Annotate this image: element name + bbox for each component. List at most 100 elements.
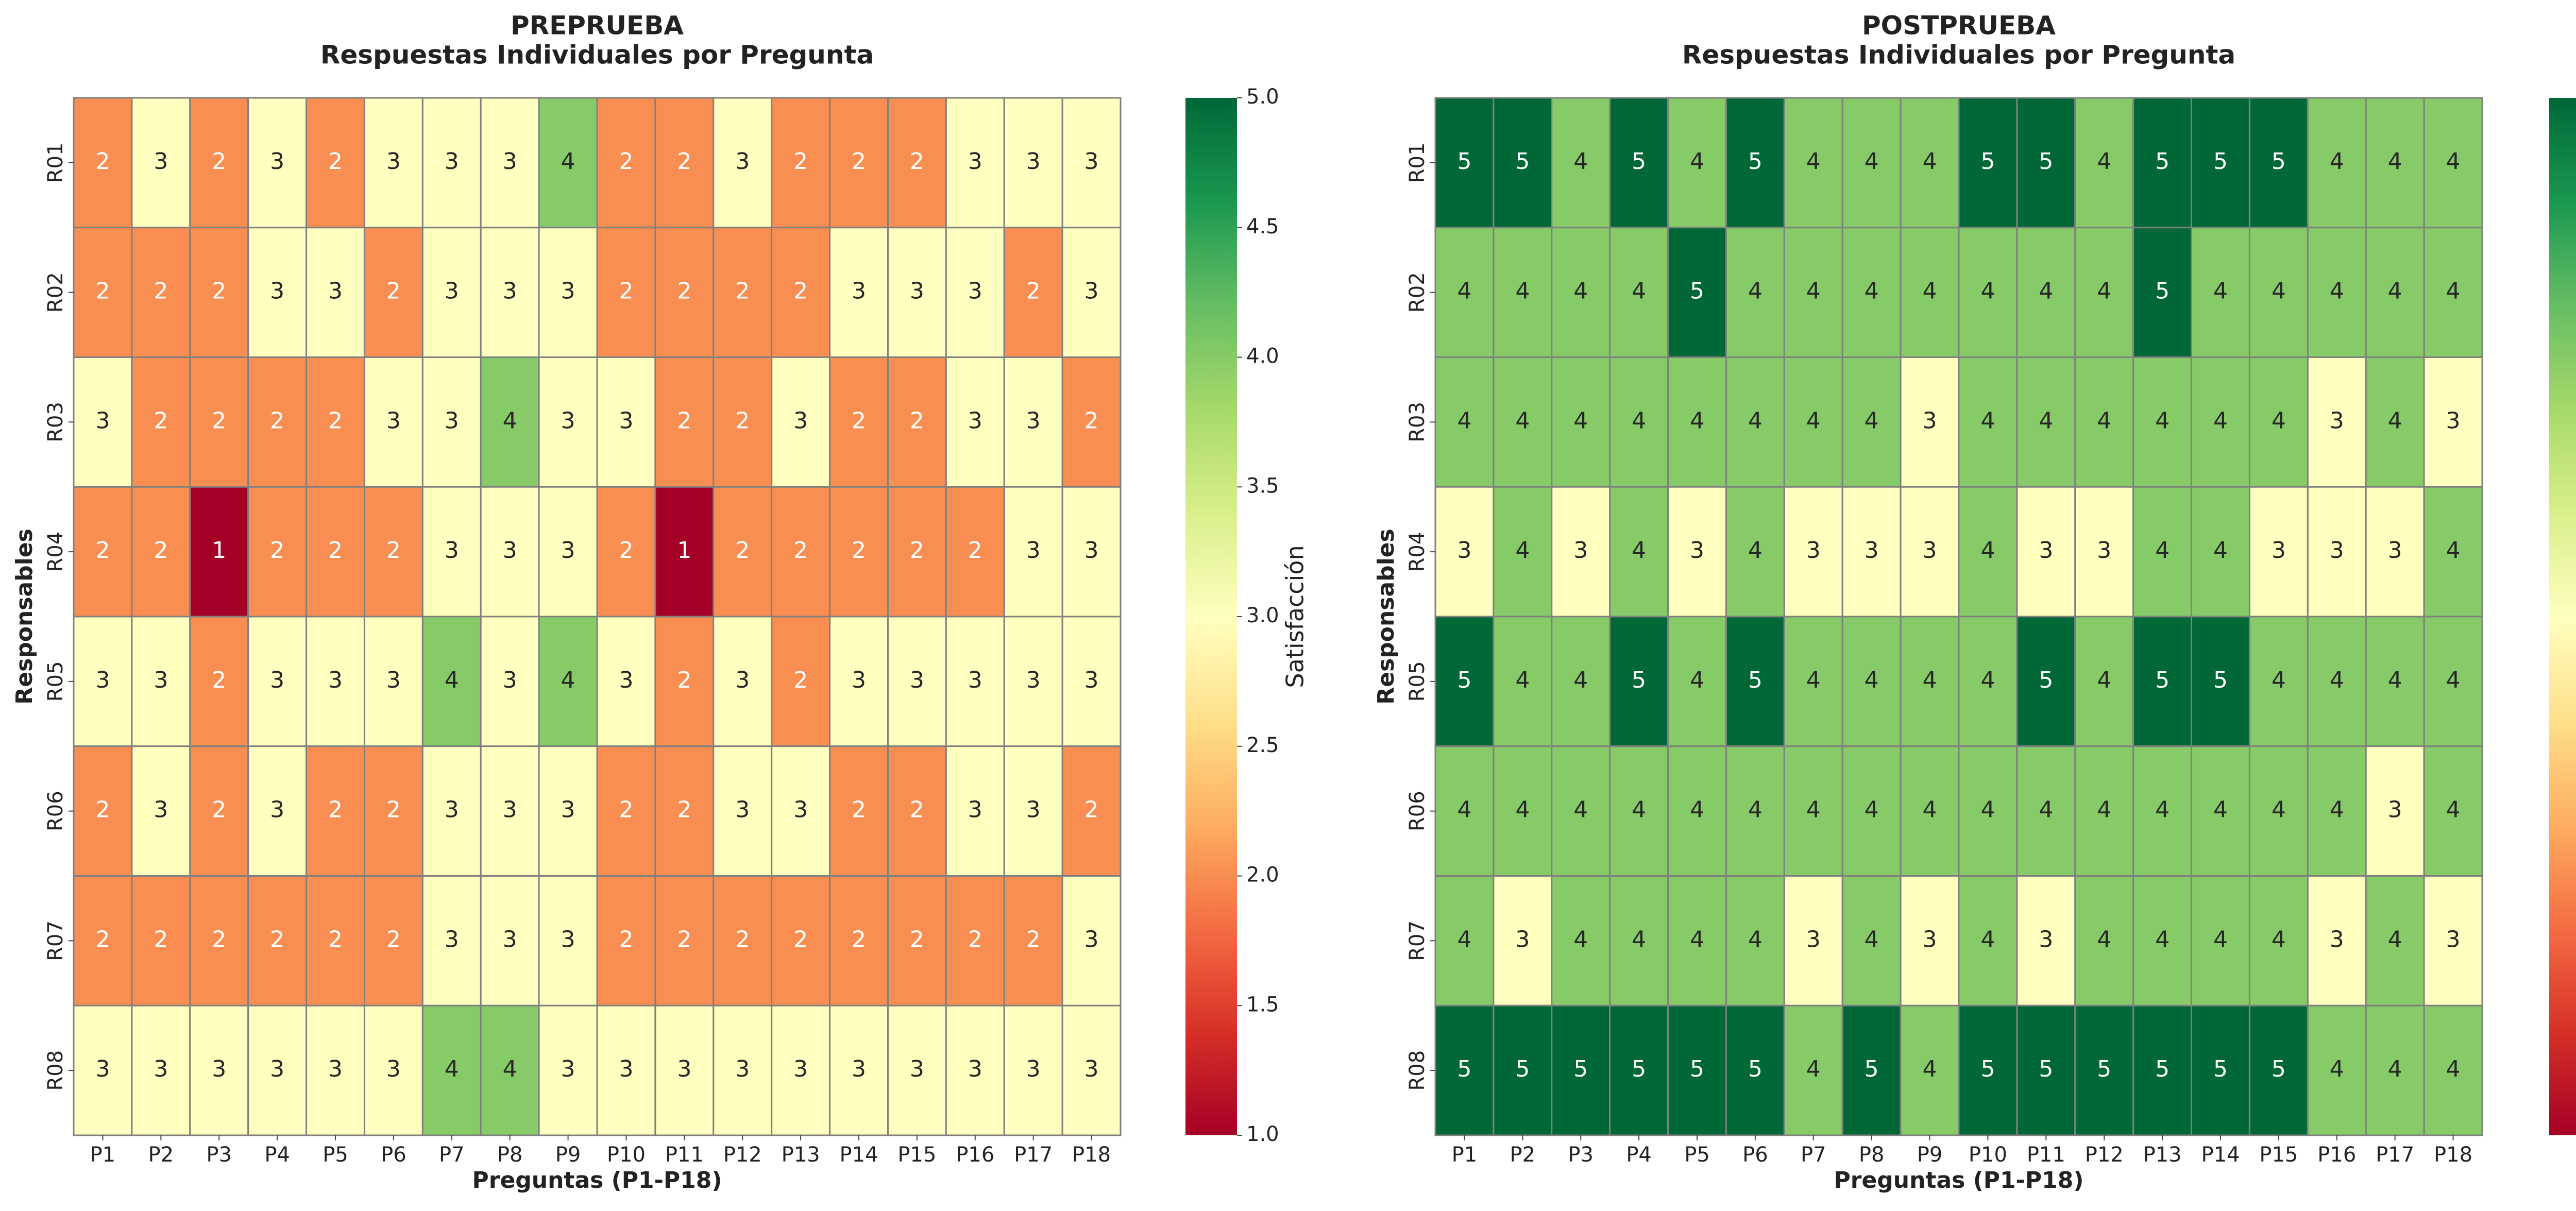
heatmap-cell <box>1783 356 1843 488</box>
cell-label: 3 <box>619 667 633 693</box>
y-tick-label: R04 <box>44 532 67 572</box>
heatmap-cell <box>829 356 889 488</box>
cell-label: 3 <box>619 407 633 434</box>
heatmap-cell <box>538 356 598 488</box>
cell-label: 4 <box>2155 926 2170 952</box>
cell-label: 5 <box>1632 148 1646 175</box>
heatmap-cell <box>1493 745 1553 877</box>
cell-label: 2 <box>154 537 168 564</box>
cell-label: 4 <box>1632 926 1646 952</box>
heatmap-cell <box>829 875 889 1007</box>
heatmap-cell <box>2248 97 2309 229</box>
cell-label: 2 <box>910 926 924 952</box>
y-tick-label: R05 <box>44 661 67 702</box>
heatmap-cell <box>2191 875 2250 1007</box>
cell-label: 4 <box>1806 667 1821 693</box>
heatmap-cell <box>887 97 947 229</box>
cell-label: 3 <box>95 667 110 693</box>
cell-label: 3 <box>95 1056 110 1082</box>
cell-label: 2 <box>619 926 633 952</box>
heatmap-cell <box>421 227 482 358</box>
heatmap-cell <box>480 875 540 1007</box>
heatmap-cell <box>306 356 365 488</box>
cell-label: 3 <box>561 926 575 952</box>
cell-label: 3 <box>1865 537 1879 564</box>
cell-label: 3 <box>968 797 982 823</box>
x-tick-label: P16 <box>2317 1143 2356 1167</box>
cell-label: 3 <box>561 278 575 304</box>
heatmap-cell <box>1841 356 1902 488</box>
heatmap-cell <box>1061 227 1122 358</box>
cell-label: 4 <box>2272 926 2286 952</box>
heatmap-cell <box>1003 97 1063 229</box>
heatmap-cell <box>1493 1004 1553 1136</box>
colorbar-tick-label: 3.5 <box>1246 474 1279 498</box>
cell-label: 2 <box>852 407 866 434</box>
x-tick-label: P5 <box>1684 1143 1710 1167</box>
cell-label: 4 <box>2330 667 2344 693</box>
heatmap-cell <box>421 875 482 1007</box>
cell-label: 3 <box>212 1056 226 1082</box>
heatmap-cell <box>247 616 308 747</box>
heatmap-cell <box>1900 616 1960 747</box>
heatmap-cell <box>1667 1004 1727 1136</box>
x-tick-label: P3 <box>206 1143 232 1167</box>
heatmap-cell <box>189 875 249 1007</box>
colorbar-tick-label: 2.5 <box>1246 734 1279 757</box>
cell-label: 4 <box>1865 278 1879 304</box>
cell-label: 3 <box>95 407 110 434</box>
colorbar <box>1185 98 1237 1135</box>
heatmap-cell <box>1783 875 1843 1007</box>
x-tick-label: P2 <box>1510 1143 1536 1167</box>
heatmap-cell <box>1725 97 1785 229</box>
cell-label: 4 <box>2446 537 2461 564</box>
cell-label: 3 <box>270 667 284 693</box>
cell-label: 3 <box>561 537 575 564</box>
cell-label: 3 <box>503 537 517 564</box>
cell-label: 2 <box>677 148 691 175</box>
heatmap-cell <box>2016 875 2076 1007</box>
cell-label: 2 <box>212 926 226 952</box>
cell-label: 4 <box>1573 926 1588 952</box>
heatmap-cell <box>829 486 889 618</box>
cell-label: 2 <box>154 926 168 952</box>
y-tick-label: R06 <box>1405 791 1429 831</box>
heatmap-cell <box>1434 875 1495 1007</box>
cell-label: 3 <box>1084 278 1099 304</box>
heatmap-cell <box>1725 486 1785 618</box>
x-tick-label: P6 <box>381 1143 406 1167</box>
x-tick-label: P4 <box>264 1143 290 1167</box>
cell-label: 5 <box>1748 667 1762 693</box>
heatmap-cell <box>1003 745 1063 877</box>
x-tick-label: P1 <box>90 1143 116 1167</box>
cell-label: 2 <box>852 148 866 175</box>
cell-label: 3 <box>561 1056 575 1082</box>
heatmap-cell <box>1493 97 1553 229</box>
cell-label: 2 <box>910 537 924 564</box>
cell-label: 4 <box>2155 537 2170 564</box>
heatmap-cell <box>1609 97 1669 229</box>
heatmap-cell <box>2074 1004 2134 1136</box>
cell-label: 2 <box>95 148 110 175</box>
cell-label: 2 <box>910 148 924 175</box>
heatmap-cell <box>829 745 889 877</box>
x-tick-label: P13 <box>2143 1143 2182 1167</box>
heatmap-cell <box>1609 227 1669 358</box>
cell-label: 3 <box>1026 797 1041 823</box>
heatmap-cell <box>654 745 715 877</box>
heatmap-cell <box>538 486 598 618</box>
heatmap-cell <box>1841 97 1902 229</box>
y-tick-label: R04 <box>1405 532 1429 572</box>
heatmap-cell <box>1900 875 1960 1007</box>
heatmap-cell <box>1609 1004 1669 1136</box>
cell-label: 3 <box>1084 537 1099 564</box>
x-axis-label: Preguntas (P1-P18) <box>472 1167 722 1193</box>
heatmap-cell <box>1551 486 1611 618</box>
heatmap-cell <box>771 227 831 358</box>
cell-label: 2 <box>95 926 110 952</box>
cell-label: 4 <box>2272 407 2286 434</box>
cell-label: 3 <box>561 407 575 434</box>
heatmap-cell <box>1725 875 1785 1007</box>
cell-label: 2 <box>735 278 750 304</box>
